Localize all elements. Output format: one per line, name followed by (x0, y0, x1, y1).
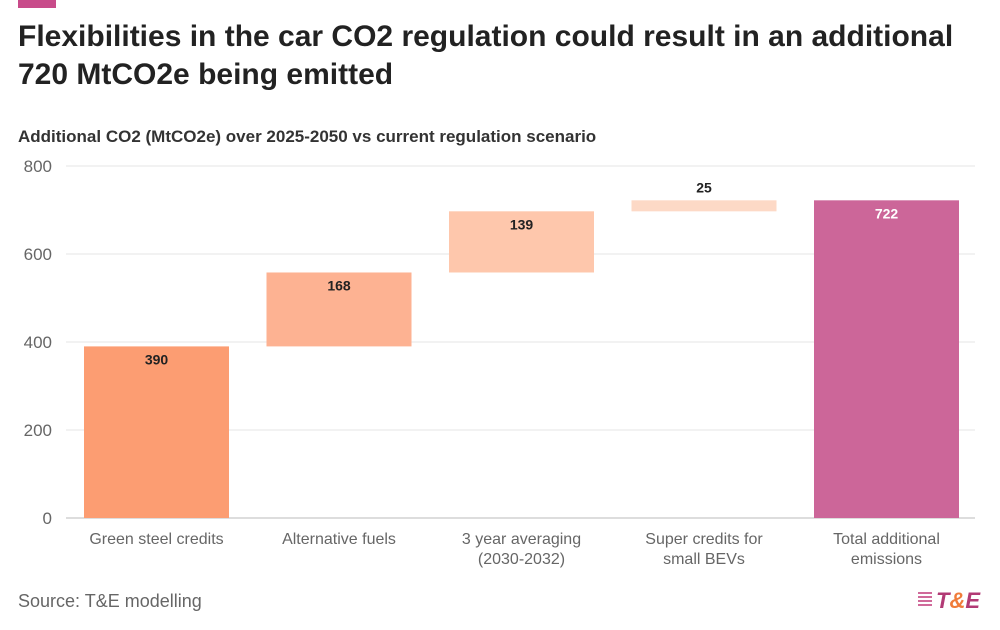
brand-tag (18, 0, 56, 8)
y-tick-label: 600 (24, 245, 52, 264)
x-tick-label: emissions (851, 551, 922, 568)
bar (84, 346, 229, 518)
bar (266, 272, 412, 347)
x-tick-label: Super credits for (645, 531, 763, 548)
chart-subtitle: Additional CO2 (MtCO2e) over 2025-2050 v… (18, 127, 597, 146)
chart-title: Flexibilities in the car CO2 regulation … (18, 20, 954, 91)
data-label: 390 (145, 351, 169, 367)
bar (814, 200, 959, 518)
te-logo: T&E (918, 588, 980, 614)
data-label: 168 (327, 277, 351, 293)
bar (449, 211, 594, 273)
y-tick-label: 200 (24, 421, 52, 440)
data-label: 25 (696, 179, 712, 195)
x-tick-label: 3 year averaging (462, 531, 581, 548)
y-tick-label: 800 (24, 157, 52, 176)
y-tick-label: 400 (24, 333, 52, 352)
logo-bars-icon (918, 592, 932, 608)
source-note: Source: T&E modelling (18, 591, 202, 611)
x-tick-label: small BEVs (663, 551, 745, 568)
bar (631, 200, 777, 212)
y-tick-label: 0 (43, 509, 52, 528)
x-tick-label: Total additional (833, 531, 940, 548)
x-tick-label: (2030-2032) (478, 551, 565, 568)
x-tick-label: Alternative fuels (282, 531, 396, 548)
data-label: 139 (510, 216, 534, 232)
x-tick-label: Green steel credits (89, 531, 223, 548)
data-label: 722 (875, 205, 899, 221)
